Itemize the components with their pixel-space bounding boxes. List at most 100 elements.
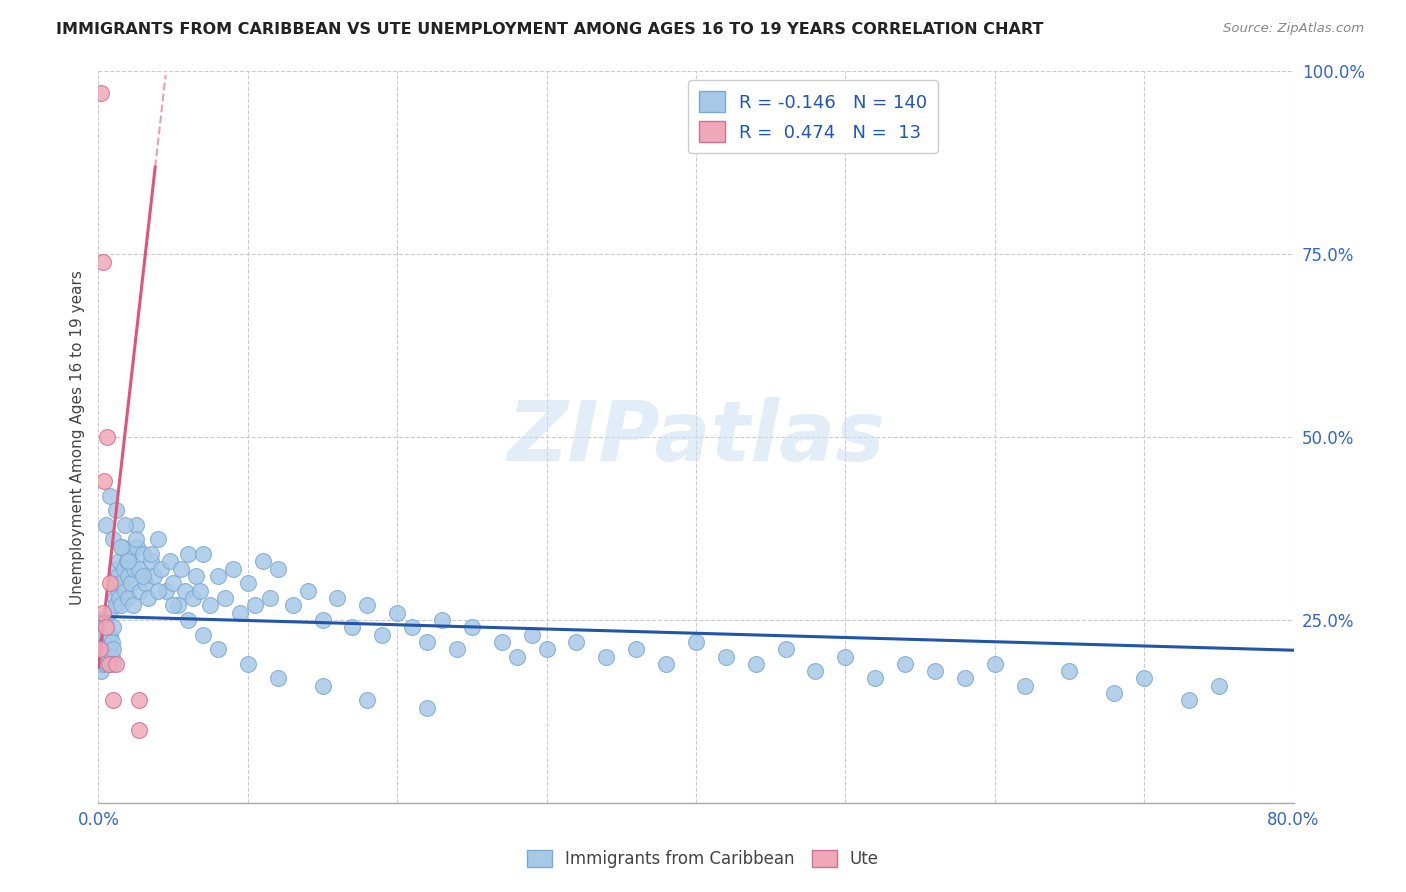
Point — [105, 562, 128, 576]
Point — [565, 635, 588, 649]
Point — [184, 569, 207, 583]
Point — [207, 569, 229, 583]
Point — [104, 576, 127, 591]
Point — [267, 672, 290, 686]
Point — [91, 635, 114, 649]
Point — [326, 591, 349, 605]
Point — [169, 562, 191, 576]
Point — [93, 474, 115, 488]
Point — [93, 657, 115, 671]
Point — [236, 576, 259, 591]
Point — [107, 583, 129, 598]
Point — [98, 489, 122, 503]
Point — [103, 533, 125, 547]
Point — [110, 576, 132, 591]
Point — [112, 562, 135, 576]
Point — [461, 620, 484, 634]
Point — [446, 642, 468, 657]
Point — [177, 547, 200, 561]
Point — [127, 540, 149, 554]
Point — [297, 583, 319, 598]
Point — [181, 591, 204, 605]
Point — [94, 613, 117, 627]
Point — [1178, 693, 1201, 707]
Point — [91, 649, 114, 664]
Point — [96, 635, 118, 649]
Point — [229, 606, 252, 620]
Point — [245, 599, 267, 613]
Point — [91, 620, 114, 634]
Point — [356, 693, 378, 707]
Point — [110, 540, 132, 554]
Point — [775, 642, 797, 657]
Point — [90, 642, 112, 657]
Point — [200, 599, 222, 613]
Y-axis label: Unemployment Among Ages 16 to 19 years: Unemployment Among Ages 16 to 19 years — [69, 269, 84, 605]
Point — [96, 657, 118, 671]
Point — [984, 657, 1007, 671]
Point — [416, 700, 439, 714]
Point — [150, 562, 173, 576]
Point — [714, 649, 737, 664]
Point — [430, 613, 453, 627]
Point — [98, 657, 122, 671]
Point — [98, 627, 122, 641]
Point — [953, 672, 976, 686]
Point — [94, 649, 117, 664]
Point — [90, 649, 112, 664]
Point — [114, 517, 136, 532]
Point — [1133, 672, 1156, 686]
Point — [342, 620, 364, 634]
Point — [97, 606, 120, 620]
Point — [745, 657, 768, 671]
Point — [1014, 679, 1036, 693]
Point — [118, 547, 141, 561]
Point — [93, 627, 115, 641]
Point — [865, 672, 887, 686]
Point — [115, 554, 138, 568]
Point — [132, 569, 155, 583]
Point — [103, 693, 125, 707]
Point — [89, 635, 111, 649]
Point — [252, 554, 274, 568]
Point — [111, 540, 134, 554]
Point — [117, 554, 139, 568]
Point — [96, 430, 118, 444]
Point — [120, 576, 142, 591]
Point — [132, 547, 155, 561]
Point — [93, 642, 115, 657]
Point — [416, 635, 439, 649]
Point — [162, 576, 184, 591]
Point — [103, 620, 125, 634]
Point — [804, 664, 827, 678]
Point — [207, 642, 229, 657]
Point — [94, 620, 117, 634]
Point — [236, 657, 259, 671]
Point — [148, 583, 170, 598]
Point — [91, 606, 114, 620]
Point — [107, 569, 129, 583]
Point — [134, 576, 156, 591]
Point — [595, 649, 617, 664]
Point — [128, 562, 150, 576]
Point — [834, 649, 856, 664]
Point — [110, 599, 132, 613]
Point — [103, 657, 125, 671]
Point — [924, 664, 946, 678]
Point — [89, 642, 111, 657]
Point — [101, 649, 124, 664]
Point — [174, 583, 197, 598]
Point — [101, 635, 124, 649]
Point — [267, 562, 290, 576]
Point — [506, 649, 529, 664]
Point — [148, 533, 170, 547]
Point — [114, 583, 136, 598]
Text: ZIPatlas: ZIPatlas — [508, 397, 884, 477]
Point — [191, 547, 214, 561]
Point — [129, 583, 152, 598]
Point — [1208, 679, 1230, 693]
Point — [1104, 686, 1126, 700]
Point — [105, 657, 128, 671]
Point — [1059, 664, 1081, 678]
Point — [655, 657, 678, 671]
